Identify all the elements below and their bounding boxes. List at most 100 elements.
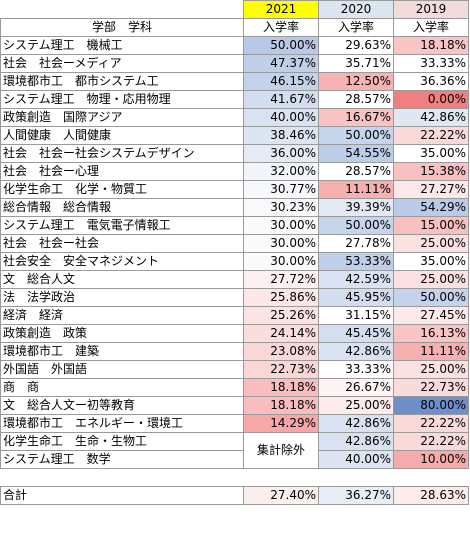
department-name: 社会安全 安全マネジメント	[0, 252, 244, 271]
table-row: 総合情報 総合情報 30.23% 39.39% 54.29%	[0, 198, 469, 217]
rate-cell-2019: 22.73%	[393, 378, 469, 397]
department-name: 環境都市工 都市システム工	[0, 72, 244, 91]
table-row: 経済 経済 25.26% 31.15% 27.45%	[0, 306, 469, 325]
table-row: 人間健康 人間健康 38.46% 50.00% 22.22%	[0, 126, 469, 145]
rate-cell-2021: 38.46%	[243, 126, 319, 145]
rate-cell-2019: 11.11%	[393, 342, 469, 361]
department-name: 社会 社会ー心理	[0, 162, 244, 181]
rate-cell-2021: 40.00%	[243, 108, 319, 127]
department-name: 社会 社会ー社会システムデザイン	[0, 144, 244, 163]
table-row: 社会 社会ーメディア 47.37% 35.71% 33.33%	[0, 54, 469, 73]
department-name: 商 商	[0, 378, 244, 397]
total-rate-2020: 36.27%	[318, 486, 394, 505]
rate-cell-2021: 25.86%	[243, 288, 319, 307]
table-row: 政策創造 政策 24.14% 45.45% 16.13%	[0, 324, 469, 343]
rate-cell-2021: 36.00%	[243, 144, 319, 163]
header-row: 学部 学科 入学率 入学率 入学率	[0, 18, 469, 37]
table-row: 商 商 18.18% 26.67% 22.73%	[0, 378, 469, 397]
rate-cell-2019: 10.00%	[393, 450, 469, 469]
rate-cell-2021: 30.00%	[243, 252, 319, 271]
rate-cell-2021: 32.00%	[243, 162, 319, 181]
department-header: 学部 学科	[0, 18, 244, 37]
rate-cell-2020: 31.15%	[318, 306, 394, 325]
rate-cell-2019: 18.18%	[393, 36, 469, 55]
rate-cell-2019: 35.00%	[393, 252, 469, 271]
rate-cell-2020: 45.45%	[318, 324, 394, 343]
rate-cell-2019: 15.38%	[393, 162, 469, 181]
table-row: 社会安全 安全マネジメント 30.00% 53.33% 35.00%	[0, 252, 469, 271]
rate-cell-2020: 25.00%	[318, 396, 394, 415]
department-name: 化学生命工 生命・生物工	[0, 432, 244, 451]
year-row: 2021 2020 2019	[0, 0, 469, 19]
rate-cell-2020: 33.33%	[318, 360, 394, 379]
corner-cell	[0, 0, 244, 19]
rate-cell-2021: 14.29%	[243, 414, 319, 433]
rate-cell-2020: 16.67%	[318, 108, 394, 127]
rate-cell-2019: 22.22%	[393, 126, 469, 145]
rate-cell-2020: 27.78%	[318, 234, 394, 253]
rate-cell-2021: 25.26%	[243, 306, 319, 325]
table-row: 環境都市工 都市システム工 46.15% 12.50% 36.36%	[0, 72, 469, 91]
department-name: システム理工 物理・応用物理	[0, 90, 244, 109]
rate-cell-2021: 30.00%	[243, 234, 319, 253]
department-name: システム理工 電気電子情報工	[0, 216, 244, 235]
department-name: 政策創造 国際アジア	[0, 108, 244, 127]
department-name: システム理工 数学	[0, 450, 244, 469]
rate-cell-2019: 25.00%	[393, 234, 469, 253]
rate-cell-2019: 25.00%	[393, 270, 469, 289]
rate-header-2021: 入学率	[243, 18, 319, 37]
year-2019-header: 2019	[393, 0, 469, 19]
year-2020-header: 2020	[318, 0, 394, 19]
table-row: 文 総合人文ー初等教育 18.18% 25.00% 80.00%	[0, 396, 469, 415]
table-row: システム理工 数学 40.00% 10.00%	[0, 450, 469, 469]
rate-cell-2021: 30.23%	[243, 198, 319, 217]
rate-cell-2019: 22.22%	[393, 414, 469, 433]
department-name: 文 総合人文ー初等教育	[0, 396, 244, 415]
rate-cell-2020: 54.55%	[318, 144, 394, 163]
rate-cell-2019: 54.29%	[393, 198, 469, 217]
rate-cell-2020: 28.57%	[318, 162, 394, 181]
rate-cell-2021: 50.00%	[243, 36, 319, 55]
table-row: 環境都市工 建築 23.08% 42.86% 11.11%	[0, 342, 469, 361]
table-row: 化学生命工 生命・生物工 集計除外 42.86% 22.22%	[0, 432, 469, 469]
table-row: 環境都市工 エネルギー・環境工 14.29% 42.86% 22.22%	[0, 414, 469, 433]
rate-cell-2020: 42.86%	[318, 414, 394, 433]
rate-cell-2019: 36.36%	[393, 72, 469, 91]
department-name: 文 総合人文	[0, 270, 244, 289]
total-rate-2019: 28.63%	[393, 486, 469, 505]
rate-cell-2019: 25.00%	[393, 360, 469, 379]
rate-cell-2020: 40.00%	[318, 450, 394, 469]
rate-cell-2021: 24.14%	[243, 324, 319, 343]
rate-cell-2021: 41.67%	[243, 90, 319, 109]
rate-cell-2021: 23.08%	[243, 342, 319, 361]
rate-cell-2019: 42.86%	[393, 108, 469, 127]
rate-cell-2020: 42.86%	[318, 432, 394, 451]
department-name: 法 法学政治	[0, 288, 244, 307]
rate-cell-2020: 39.39%	[318, 198, 394, 217]
table-row: 法 法学政治 25.86% 45.95% 50.00%	[0, 288, 469, 307]
rate-cell-2019: 15.00%	[393, 216, 469, 235]
department-name: 化学生命工 化学・物質工	[0, 180, 244, 199]
spacer-cell	[394, 469, 469, 487]
total-rate-2021: 27.40%	[243, 486, 319, 505]
rate-cell-2020: 11.11%	[318, 180, 394, 199]
table-row: 社会 社会ー心理 32.00% 28.57% 15.38%	[0, 162, 469, 181]
table-row: 社会 社会ー社会システムデザイン 36.00% 54.55% 35.00%	[0, 144, 469, 163]
table-row: 文 総合人文 27.72% 42.59% 25.00%	[0, 270, 469, 289]
year-2021-header: 2021	[243, 0, 319, 19]
department-name: 外国語 外国語	[0, 360, 244, 379]
rate-cell-2020: 50.00%	[318, 216, 394, 235]
department-name: 環境都市工 建築	[0, 342, 244, 361]
total-label: 合計	[0, 486, 244, 505]
spacer-row	[1, 469, 469, 487]
rate-cell-2020: 45.95%	[318, 288, 394, 307]
spacer-cell	[1, 469, 244, 487]
rate-cell-2019: 27.27%	[393, 180, 469, 199]
total-row: 合計 27.40% 36.27% 28.63%	[0, 486, 469, 505]
spacer-cell	[319, 469, 394, 487]
rate-header-2019: 入学率	[393, 18, 469, 37]
department-name: 人間健康 人間健康	[0, 126, 244, 145]
table-row: 外国語 外国語 22.73% 33.33% 25.00%	[0, 360, 469, 379]
rate-cell-2019: 35.00%	[393, 144, 469, 163]
table-body: 2021 2020 2019 学部 学科 入学率 入学率 入学率 システム理工 …	[0, 0, 469, 505]
